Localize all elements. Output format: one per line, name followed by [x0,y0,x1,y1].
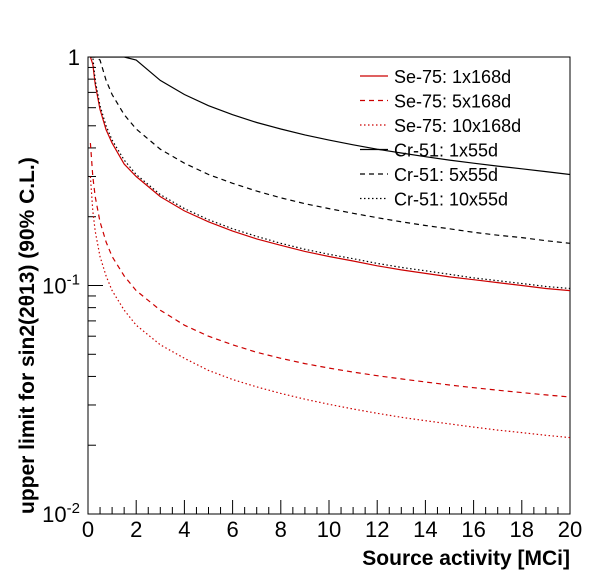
y-axis-title: upper limit for sin2(2θ13) (90% C.L.) [16,157,39,514]
x-tick-label: 20 [558,517,582,542]
y-ticks: 1 10-1 10-2 [42,45,103,527]
legend-label: Cr-51: 5x55d [394,165,498,185]
x-ticks: 0 2 4 6 8 10 12 14 16 18 20 [82,500,582,542]
series-line-1 [89,57,570,292]
x-tick-label: 16 [461,517,485,542]
x-tick-label: 12 [365,517,389,542]
legend-label: Cr-51: 1x55d [394,141,498,161]
series-line-6 [90,57,570,290]
legend: Se-75: 1x168d Se-75: 5x168d Se-75: 10x168d… [360,67,521,210]
x-tick-label: 14 [413,517,437,542]
x-tick-label: 2 [130,517,142,542]
legend-label: Se-75: 5x168d [394,92,511,112]
series-lines [89,57,570,439]
y-tick-label: 1 [68,45,80,70]
x-tick-label: 8 [275,517,287,542]
legend-label: Se-75: 10x168d [394,116,521,136]
x-axis-title: Source activity [MCi] [362,547,570,570]
series-line-5 [90,57,570,244]
x-tick-label: 0 [82,517,94,542]
series-line-2 [89,143,570,398]
legend-label: Cr-51: 10x55d [394,190,508,210]
series-line-3 [89,176,570,439]
legend-label: Se-75: 1x168d [394,67,511,87]
x-tick-label: 10 [317,517,341,542]
x-tick-label: 18 [510,517,534,542]
y-tick-label: 10-1 [42,272,80,299]
series-line-4 [90,57,570,176]
x-tick-label: 6 [226,517,238,542]
y-tick-label: 10-2 [42,500,80,527]
x-tick-label: 4 [178,517,190,542]
